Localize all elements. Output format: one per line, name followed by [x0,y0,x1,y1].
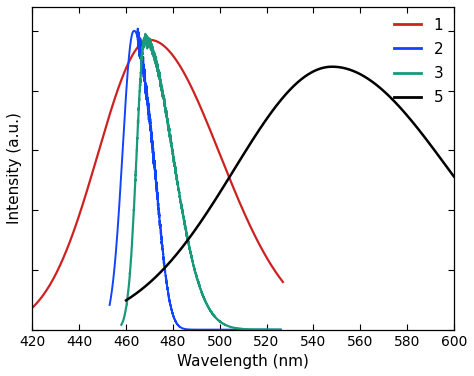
5 [446,168,452,172]
1 [29,305,35,310]
5 [456,180,461,185]
5 [123,298,129,303]
2 [137,36,142,41]
3 [273,327,279,332]
3 [143,32,148,36]
3 [273,327,279,332]
3 [278,327,283,332]
2 [278,327,283,332]
1 [280,280,286,284]
1 [273,270,279,274]
1 [227,177,233,181]
3 [244,327,250,332]
5 [446,168,452,172]
3 [192,267,198,272]
3 [127,277,132,282]
Line: 3: 3 [121,34,281,330]
1 [146,38,152,42]
5 [276,100,282,105]
3 [196,282,202,287]
2 [274,327,280,332]
2 [180,326,185,331]
5 [140,286,146,291]
5 [285,90,291,94]
2 [256,327,262,332]
Y-axis label: Intensity (a.u.): Intensity (a.u.) [7,112,22,224]
Legend: 1, 2, 3, 5: 1, 2, 3, 5 [388,12,449,111]
Line: 1: 1 [32,40,283,308]
1 [152,38,157,43]
2 [126,53,132,57]
3 [118,323,124,327]
1 [273,270,279,274]
2 [173,318,178,323]
Line: 2: 2 [109,29,281,330]
5 [385,93,391,97]
5 [329,64,335,69]
2 [107,303,112,307]
Line: 5: 5 [126,67,458,300]
2 [135,26,141,31]
X-axis label: Wavelength (nm): Wavelength (nm) [177,354,309,369]
1 [42,290,48,294]
1 [145,38,150,42]
